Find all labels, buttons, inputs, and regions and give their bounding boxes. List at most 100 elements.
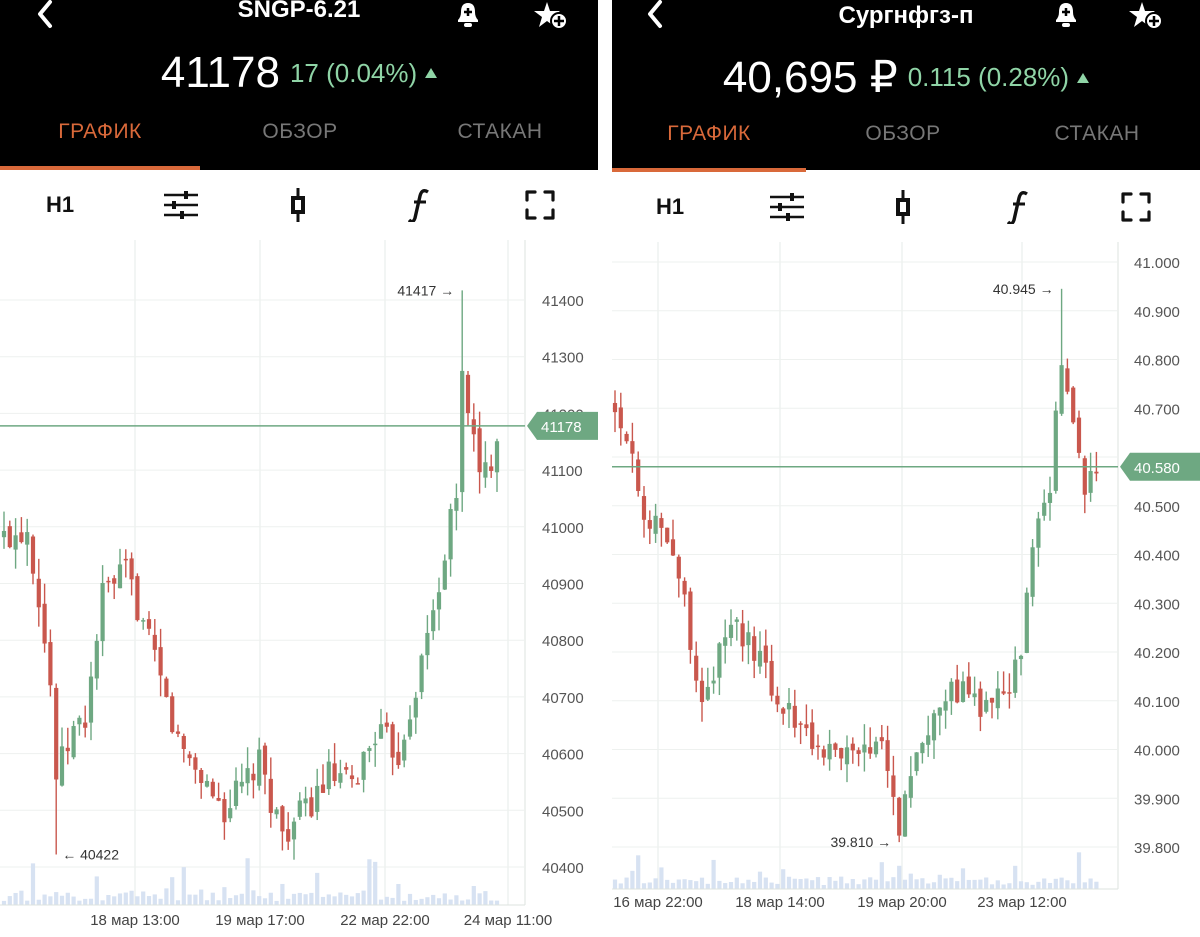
volume-bar: [436, 898, 442, 905]
candle-body: [641, 496, 647, 520]
y-tick-label: 40.300: [1134, 596, 1180, 613]
candle-body: [25, 532, 30, 545]
volume-bar: [239, 893, 244, 905]
candle-body: [734, 619, 739, 622]
volume-bar: [914, 879, 919, 889]
y-tick-label: 41400: [542, 293, 584, 310]
candlestick-icon[interactable]: [888, 188, 918, 226]
candle-body: [873, 741, 879, 755]
back-arrow-icon[interactable]: [640, 0, 670, 30]
tab-order-book[interactable]: СТАКАН: [1054, 122, 1140, 145]
volume-bar: [216, 900, 221, 905]
candle-body: [228, 808, 233, 819]
candle-body: [943, 701, 948, 711]
price-chart[interactable]: 41.00040.90040.80040.70040.60040.50040.4…: [612, 242, 1200, 937]
fullscreen-icon[interactable]: [1116, 188, 1156, 226]
candle-body: [338, 773, 343, 783]
candle-body: [891, 775, 896, 797]
candlestick-chart[interactable]: 41.00040.90040.80040.70040.60040.50040.4…: [612, 242, 1200, 937]
volume-bar: [856, 884, 861, 889]
candle-body: [291, 821, 297, 840]
volume-bar: [228, 898, 233, 905]
candle-body: [723, 637, 728, 646]
candle-body: [897, 797, 902, 836]
candlestick-icon[interactable]: [283, 186, 313, 224]
star-plus-icon[interactable]: [1128, 0, 1164, 32]
settings-sliders-icon[interactable]: [766, 188, 808, 226]
volume-bar: [286, 898, 291, 905]
candlestick-chart[interactable]: 4140041300412004110041000409004080040700…: [0, 240, 598, 937]
volume-bar: [48, 896, 53, 905]
candle-body: [1013, 659, 1018, 693]
timeframe-button[interactable]: H1: [655, 194, 685, 219]
volume-bar: [653, 878, 658, 889]
volume-bar: [280, 883, 285, 905]
candle-body: [210, 781, 215, 797]
bell-plus-icon[interactable]: [1050, 0, 1082, 32]
y-tick-label: 40500: [542, 803, 584, 820]
volume-bar: [908, 873, 913, 889]
candle-body: [931, 713, 937, 741]
candle-body: [106, 580, 111, 583]
volume-bar: [489, 900, 494, 905]
candle-body: [757, 650, 763, 667]
volume-bar: [460, 900, 465, 905]
volume-bar: [332, 896, 337, 905]
candle-body: [332, 763, 337, 781]
volume-bar: [746, 879, 751, 889]
candle-body: [960, 681, 966, 702]
volume-bar: [210, 892, 215, 905]
timeframe-button[interactable]: H1: [45, 192, 75, 217]
function-icon[interactable]: [405, 186, 435, 224]
volume-bar: [873, 879, 879, 889]
fullscreen-icon[interactable]: [520, 186, 560, 224]
candle-body: [48, 642, 53, 686]
candle-body: [204, 780, 210, 787]
volume-bar: [309, 892, 314, 905]
candle-body: [274, 809, 279, 815]
candle-body: [36, 578, 41, 608]
volume-bar: [757, 871, 763, 889]
candle-body: [827, 743, 832, 760]
tab-overview[interactable]: ОБЗОР: [262, 120, 338, 143]
x-tick-label: 16 мар 22:00: [613, 894, 703, 911]
tab-chart[interactable]: ГРАФИК: [58, 120, 142, 143]
price-chart[interactable]: 4140041300412004110041000409004080040700…: [0, 240, 598, 937]
volume-bar: [1, 900, 7, 905]
volume-bar: [694, 881, 699, 889]
volume-bar: [25, 900, 30, 905]
y-tick-label: 40.500: [1134, 499, 1180, 516]
candle-body: [798, 723, 803, 725]
candle-body: [419, 655, 424, 693]
volume-bar: [862, 879, 867, 889]
volume-bar: [262, 898, 268, 905]
candle-body: [233, 780, 239, 806]
tab-chart[interactable]: ГРАФИК: [667, 122, 751, 145]
volume-bar: [187, 894, 192, 905]
candle-body: [483, 462, 488, 478]
price-row: 40,695 ₽ 0.115 (0.28%): [612, 52, 1200, 103]
candle-body: [1042, 502, 1047, 516]
max-price-label: 40.945 →: [993, 281, 1054, 297]
volume-bar: [146, 896, 152, 905]
tab-order-book[interactable]: СТАКАН: [457, 120, 543, 143]
candle-body: [146, 619, 152, 629]
volume-bar: [943, 878, 948, 889]
settings-sliders-icon[interactable]: [160, 186, 202, 224]
volume-bar: [618, 883, 623, 889]
back-arrow-icon[interactable]: [30, 0, 60, 30]
candle-body: [367, 748, 372, 751]
candle-body: [1036, 518, 1041, 548]
function-icon[interactable]: [1004, 188, 1034, 226]
bell-plus-icon[interactable]: [452, 0, 484, 32]
volume-bar: [728, 881, 734, 889]
candle-body: [402, 739, 407, 761]
star-plus-icon[interactable]: [533, 0, 569, 32]
volume-bar: [659, 867, 664, 889]
volume-bar: [624, 877, 629, 889]
volume-bar: [1036, 881, 1041, 889]
volume-bar: [257, 896, 262, 905]
volume-bar: [83, 898, 88, 905]
tabs: ГРАФИК ОБЗОР СТАКАН: [0, 112, 598, 170]
tab-overview[interactable]: ОБЗОР: [865, 122, 941, 145]
